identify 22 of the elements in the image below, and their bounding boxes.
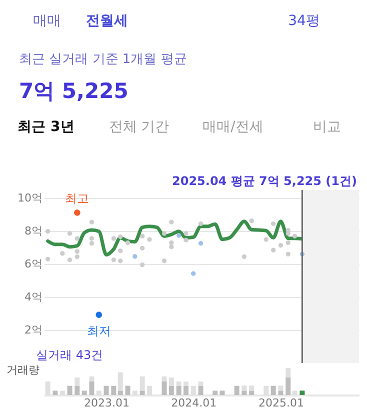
text: 매매/전세 bbox=[202, 119, 264, 135]
text: 전체 기간 bbox=[108, 119, 170, 135]
y-tick-label: 8억 bbox=[24, 224, 42, 238]
text: 2025.04 평균 7억 5,225 (1건) bbox=[172, 174, 357, 188]
y-axis-title: 거래량 bbox=[6, 364, 40, 376]
annotation: 최고 bbox=[65, 192, 90, 206]
y-tick-label: 6억 bbox=[24, 258, 42, 270]
annotation: 최저 bbox=[86, 324, 111, 338]
x-tick-label: 2025.01 bbox=[258, 396, 304, 409]
y-tick-label: 2억 bbox=[24, 324, 42, 336]
text: 34평 bbox=[288, 13, 320, 29]
y-tick-label: 10억 bbox=[18, 192, 42, 204]
y-tick-label: 4억 bbox=[24, 290, 42, 304]
text: 7억 5,225 bbox=[19, 79, 128, 103]
text: 비교 bbox=[313, 119, 341, 135]
x-tick-label: 2024.01 bbox=[171, 396, 217, 409]
text: 매매 bbox=[33, 13, 61, 29]
text: 최근 실거래 기준 1개월 평균 bbox=[19, 52, 187, 67]
annotation: 실거래 43건 bbox=[36, 348, 104, 362]
text: 전월세 bbox=[86, 13, 128, 29]
x-tick-label: 2023.01 bbox=[84, 396, 130, 409]
text: 최근 3년 bbox=[18, 119, 74, 135]
